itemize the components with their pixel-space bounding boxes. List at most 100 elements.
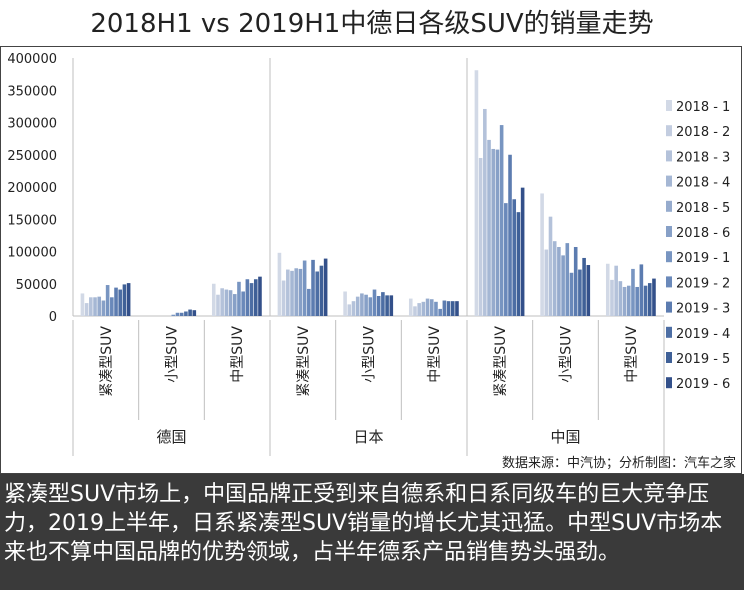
- bar-g1-c0-s6: [302, 260, 307, 316]
- bar-g0-c1-s10: [188, 309, 192, 316]
- category-label-g2-c0: 紧凑型SUV: [492, 326, 509, 397]
- legend-swatch-6: [666, 251, 672, 263]
- bar-g0-c1-s7: [175, 312, 180, 316]
- bar-g2-c1-s7: [569, 272, 574, 316]
- bar-g1-c0-s5: [298, 268, 303, 316]
- bar-g0-c2-s6: [237, 281, 241, 316]
- bar-g2-c1-s1: [544, 249, 549, 316]
- y-tick-label-3: 150000: [7, 213, 57, 228]
- bar-g2-c2-s4: [622, 286, 627, 316]
- bar-g1-c0-s9: [315, 271, 320, 316]
- bar-g0-c1-s8: [179, 312, 184, 316]
- bar-g1-c0-s4: [294, 268, 299, 316]
- bar-g0-c2-s8: [245, 279, 250, 316]
- bar-g0-c0-s11: [126, 283, 131, 316]
- legend-swatch-2: [666, 150, 672, 162]
- bar-g1-c1-s10: [385, 295, 389, 316]
- bar-g2-c1-s6: [565, 243, 570, 316]
- bar-g0-c0-s8: [114, 287, 118, 316]
- legend-label-7: 2019 - 2: [676, 276, 730, 291]
- bar-g2-c0-s7: [504, 203, 508, 317]
- bar-g1-c2-s1: [413, 306, 417, 316]
- bar-g0-c0-s6: [105, 285, 110, 316]
- bar-g1-c1-s4: [360, 293, 364, 316]
- legend-swatch-3: [666, 175, 672, 187]
- bar-g2-c2-s3: [618, 281, 623, 316]
- bar-g0-c0-s9: [118, 289, 123, 316]
- bar-g1-c1-s2: [351, 301, 356, 316]
- bar-g1-c2-s5: [429, 299, 434, 316]
- bar-g1-c2-s7: [438, 308, 442, 316]
- bar-g2-c1-s0: [540, 193, 544, 316]
- bar-g1-c1-s3: [355, 296, 360, 316]
- y-tick-label-0: 0: [49, 310, 57, 325]
- bar-g0-c2-s7: [241, 291, 245, 316]
- bar-g0-c0-s4: [97, 296, 102, 316]
- bar-g2-c1-s5: [561, 255, 565, 316]
- bar-g0-c1-s11: [192, 310, 197, 316]
- bar-g1-c2-s8: [442, 300, 447, 316]
- bar-g2-c1-s10: [582, 257, 586, 316]
- category-label-g1-c2: 中型SUV: [427, 326, 443, 383]
- bar-g2-c0-s10: [516, 212, 521, 316]
- legend-label-4: 2018 - 5: [676, 201, 730, 216]
- group-label-2: 中国: [550, 428, 580, 446]
- legend-swatch-4: [666, 200, 672, 212]
- bar-g1-c0-s7: [307, 288, 311, 316]
- group-label-1: 日本: [353, 428, 383, 446]
- y-tick-label-7: 350000: [7, 84, 57, 99]
- category-label-g2-c1: 小型SUV: [559, 326, 575, 383]
- bar-g2-c0-s9: [512, 199, 517, 316]
- y-tick-label-6: 300000: [7, 117, 57, 132]
- bar-g2-c2-s0: [605, 263, 610, 316]
- bar-g1-c2-s11: [455, 301, 459, 316]
- bar-g0-c2-s2: [220, 288, 224, 316]
- legend-swatch-9: [666, 326, 672, 338]
- bar-g0-c2-s9: [249, 283, 254, 316]
- bar-g2-c0-s3: [487, 139, 491, 316]
- legend-label-1: 2018 - 2: [676, 125, 730, 140]
- bar-g0-c2-s10: [253, 279, 258, 316]
- y-tick-label-1: 50000: [16, 278, 57, 293]
- category-label-g0-c0: 紧凑型SUV: [98, 326, 115, 397]
- legend-swatch-7: [666, 276, 672, 288]
- bar-g1-c0-s3: [290, 270, 294, 316]
- legend-label-8: 2019 - 3: [676, 302, 730, 317]
- legend-swatch-11: [666, 377, 672, 389]
- bar-g1-c0-s2: [286, 269, 290, 316]
- bar-g1-c1-s11: [389, 295, 394, 316]
- bar-g2-c2-s2: [614, 265, 618, 316]
- bar-g2-c2-s1: [610, 279, 614, 316]
- bar-g0-c0-s7: [110, 297, 114, 316]
- bar-g1-c1-s0: [343, 291, 347, 316]
- bar-g1-c2-s10: [450, 301, 455, 316]
- bar-g2-c2-s7: [635, 286, 639, 316]
- bar-g0-c2-s5: [232, 294, 237, 316]
- bar-g2-c1-s3: [552, 241, 557, 316]
- bar-g1-c1-s5: [364, 294, 368, 316]
- bar-g0-c2-s11: [258, 276, 262, 316]
- bar-g2-c0-s5: [495, 149, 500, 316]
- bar-g1-c1-s8: [376, 296, 381, 316]
- bar-g2-c2-s5: [626, 285, 631, 316]
- bar-g1-c2-s0: [408, 298, 413, 316]
- category-label-g1-c1: 小型SUV: [362, 326, 378, 383]
- y-tick-label-5: 250000: [7, 149, 57, 164]
- category-label-g0-c1: 小型SUV: [165, 326, 181, 383]
- legend-label-2: 2018 - 3: [676, 150, 730, 165]
- bar-g0-c2-s1: [216, 294, 220, 316]
- legend-label-0: 2018 - 1: [676, 100, 730, 115]
- bar-g2-c2-s9: [643, 285, 648, 316]
- group-label-0: 德国: [156, 428, 186, 446]
- bar-g1-c2-s4: [425, 298, 430, 316]
- bar-g2-c0-s4: [491, 148, 496, 316]
- bar-g0-c0-s3: [93, 297, 97, 316]
- bar-g1-c1-s7: [372, 289, 377, 316]
- y-tick-label-8: 400000: [7, 52, 57, 67]
- category-label-g0-c2: 中型SUV: [230, 326, 246, 383]
- bar-g1-c0-s1: [281, 280, 286, 316]
- bar-g1-c2-s9: [446, 301, 451, 316]
- bar-g1-c0-s10: [319, 265, 324, 316]
- bar-g1-c0-s11: [323, 258, 328, 316]
- bar-g0-c1-s6: [171, 314, 176, 316]
